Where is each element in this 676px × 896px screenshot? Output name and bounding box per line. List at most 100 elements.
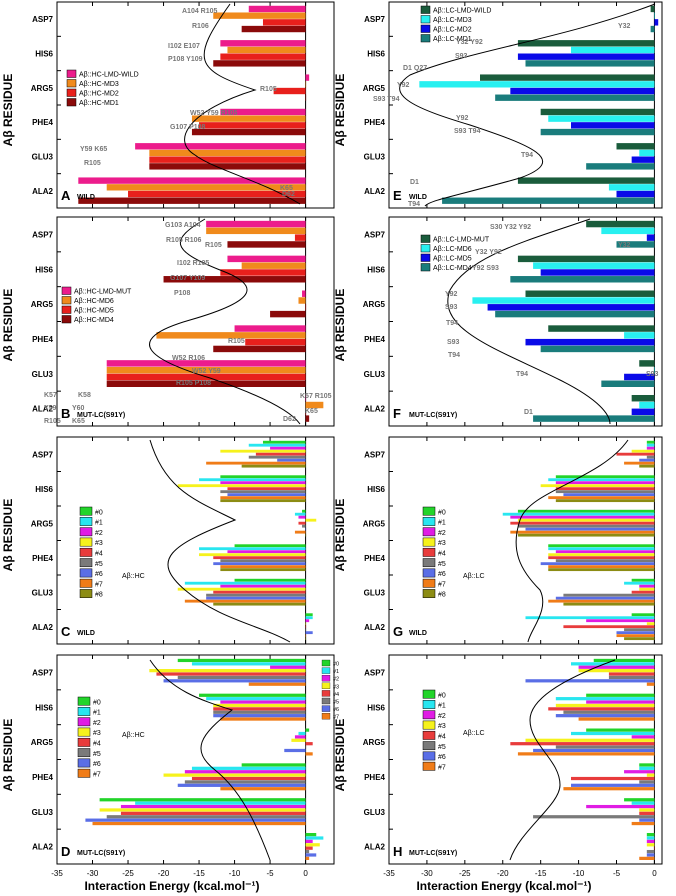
bar-e	[650, 25, 655, 33]
legend-swatch	[422, 741, 436, 751]
legend-swatch	[420, 5, 431, 14]
residue-annotation: K57 R105	[300, 393, 332, 400]
legend-label: #0	[438, 509, 446, 516]
residue-annotation: D1 Q27	[403, 65, 427, 72]
bar-h	[555, 703, 655, 708]
bar-b	[305, 401, 324, 409]
bar-c	[305, 628, 307, 632]
bar-c	[220, 568, 306, 572]
bar-c	[305, 619, 310, 623]
residue-annotation: S93 T94	[454, 128, 481, 135]
legend-label: #2	[438, 713, 446, 720]
bar-g	[639, 464, 655, 468]
bar-h	[586, 728, 655, 732]
bar-b	[305, 415, 310, 422]
bar-h	[631, 801, 655, 805]
bar-b	[302, 290, 306, 297]
legend-label-mini: #0	[333, 662, 339, 668]
legend-label: Aβ::LC-MD2	[433, 27, 472, 34]
x-axis-label-right: Interaction Energy (kcal.mol⁻¹)	[416, 879, 591, 893]
legend-swatch	[420, 34, 431, 43]
bar-a	[135, 143, 306, 150]
bar-g	[548, 544, 655, 548]
bar-f	[533, 415, 655, 422]
category-label: ALA2	[364, 623, 385, 632]
bar-c	[294, 530, 306, 534]
residue-annotation: W52 R106	[172, 355, 205, 362]
bar-g	[616, 634, 655, 638]
legend-swatch	[79, 506, 93, 516]
legend-label: #5	[438, 561, 446, 568]
category-label: GLU3	[32, 153, 54, 162]
residue-annotation: I102 E107	[168, 43, 200, 50]
panel-h: -35 -30 -25 -20 -15 -10 -5 0 ASP7 HIS6 ARG5 PHE4 GLU…	[363, 654, 663, 878]
bar-g	[548, 478, 655, 482]
legend-swatch-mini	[321, 690, 331, 697]
bar-c	[298, 515, 306, 519]
bar-a	[106, 184, 306, 191]
bar-f	[517, 255, 655, 263]
bar-c	[305, 533, 307, 537]
panel-letter: C	[61, 624, 71, 639]
bar-g	[563, 602, 655, 606]
bar-a	[220, 53, 306, 60]
bar-c	[220, 449, 306, 453]
bar-a	[305, 81, 307, 88]
bar-d	[99, 798, 306, 802]
legend-swatch	[61, 286, 72, 295]
legend-label: #2	[438, 530, 446, 537]
bar-b	[234, 325, 306, 332]
panel-letter: D	[61, 844, 70, 859]
plot-frame	[388, 1, 663, 209]
bar-d	[177, 675, 306, 680]
residue-annotation: Y32 Y92	[475, 249, 502, 256]
x-tick-label: -25	[459, 869, 471, 878]
bar-d	[305, 856, 310, 860]
guide-curve	[399, 3, 656, 207]
bar-h	[593, 658, 655, 663]
bar-c	[227, 493, 306, 497]
residue-annotation: T94	[408, 201, 420, 208]
bar-b	[305, 408, 307, 416]
bar-c	[248, 455, 306, 459]
residue-annotation: D1	[410, 179, 419, 186]
panel-letter: G	[393, 624, 403, 639]
legend-swatch	[77, 707, 91, 716]
bar-c	[199, 553, 306, 557]
residue-annotation: S93	[447, 339, 460, 346]
bar-h	[646, 839, 655, 844]
legend-label: #7	[438, 764, 446, 771]
legend-label: #4	[438, 551, 446, 558]
bar-e	[616, 190, 655, 198]
residue-annotation: Y92	[445, 291, 458, 298]
guide-curve	[184, 3, 301, 205]
bar-c	[305, 622, 307, 626]
bar-d	[220, 717, 306, 721]
bar-f	[646, 234, 655, 241]
bar-c	[213, 590, 306, 594]
bar-d	[120, 804, 306, 809]
bar-h	[631, 735, 655, 739]
legend-label: Aβ::LC-MD4	[433, 265, 472, 272]
bar-c	[305, 634, 307, 638]
legend-swatch	[420, 253, 431, 262]
bar-e	[517, 40, 655, 47]
legend-swatch	[79, 547, 93, 557]
bar-g	[555, 559, 655, 563]
bar-c	[206, 593, 306, 597]
bar-d	[199, 693, 306, 697]
bar-a	[262, 19, 306, 26]
bar-c	[184, 599, 306, 603]
bar-e	[540, 128, 655, 136]
y-axis-label-h: Aβ RESIDUE	[333, 719, 347, 792]
bar-b	[305, 394, 307, 402]
bar-e	[650, 5, 655, 13]
panel-letter: B	[61, 406, 70, 421]
bar-d	[305, 853, 317, 857]
bar-e	[419, 81, 655, 88]
category-label: HIS6	[35, 265, 53, 274]
residue-annotation: K65	[280, 185, 293, 192]
legend-swatch	[422, 700, 436, 709]
bar-g	[555, 487, 655, 491]
